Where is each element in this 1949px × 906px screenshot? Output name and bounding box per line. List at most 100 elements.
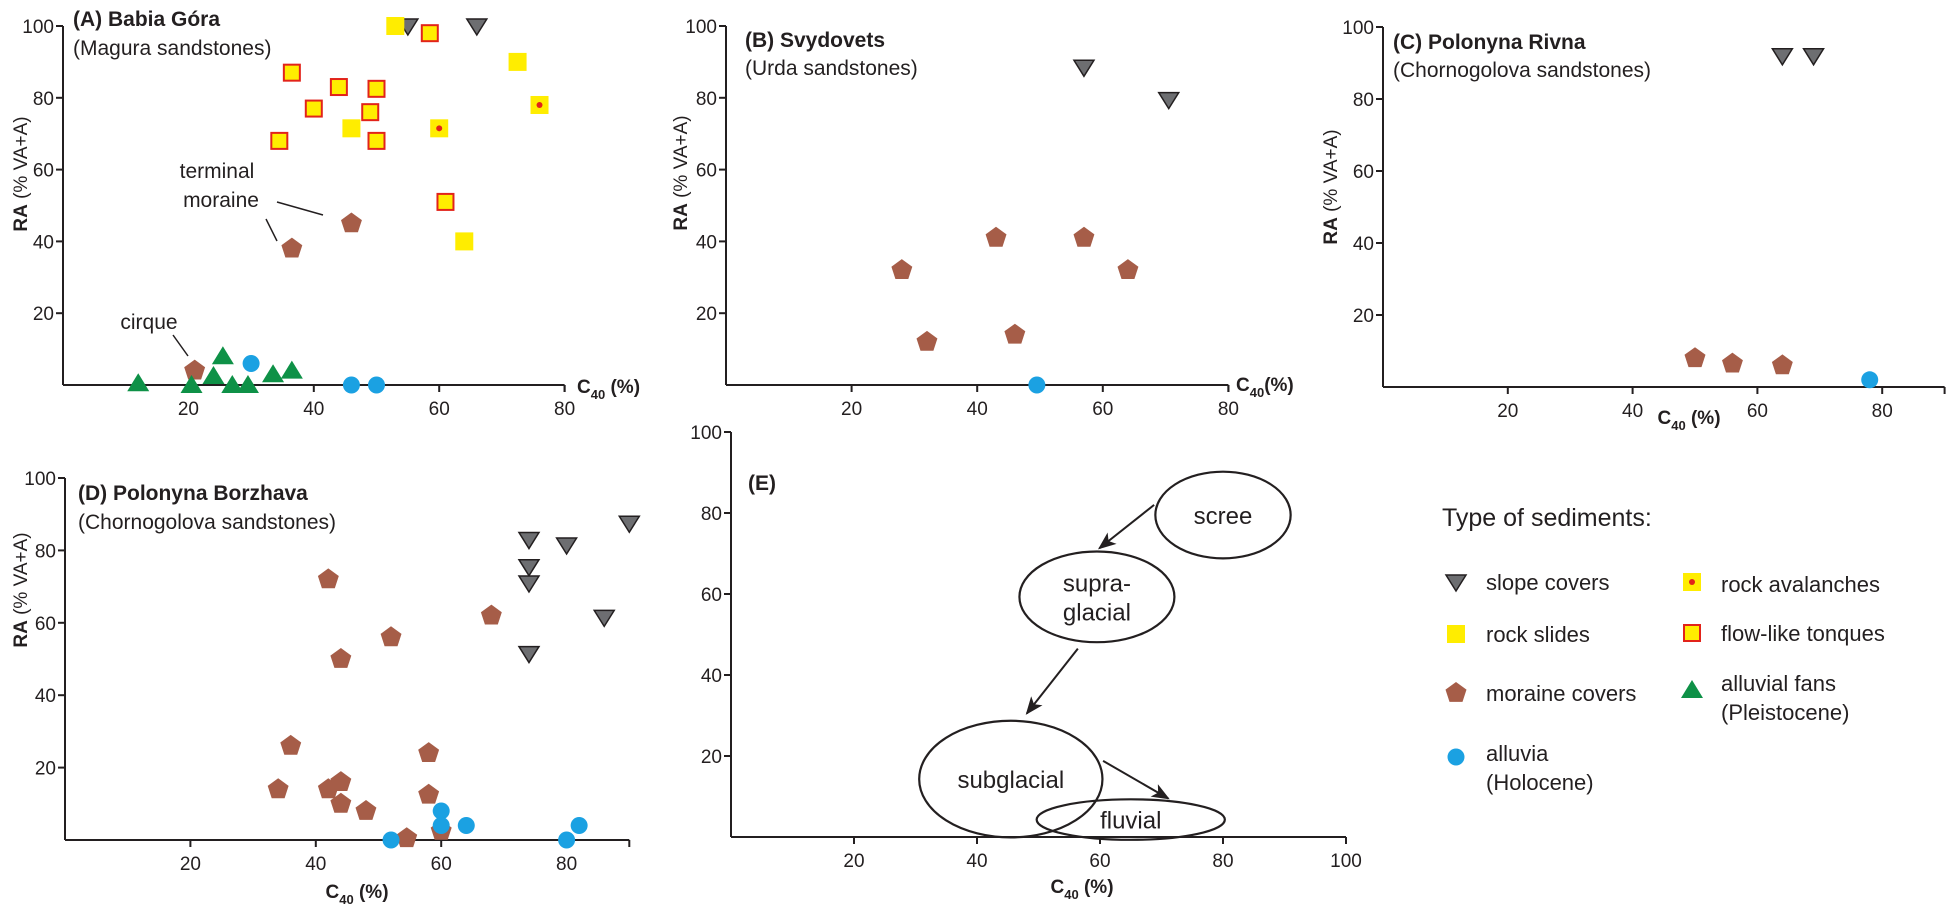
- data-point: [455, 232, 474, 251]
- x-tick-label: 40: [1622, 401, 1643, 422]
- data-point: [270, 131, 289, 150]
- x-tick-label: 60: [429, 399, 450, 420]
- y-tick-label: 20: [696, 304, 717, 325]
- y-tick-label: 60: [701, 585, 722, 606]
- data-point: [1861, 371, 1879, 389]
- leader-line: [172, 334, 189, 357]
- y-tick-label: 60: [35, 614, 56, 635]
- field-label: scree: [1194, 503, 1253, 530]
- legend-item-moraine-covers: moraine covers: [1445, 681, 1636, 706]
- data-point: [280, 734, 302, 755]
- y-tick-label: 20: [1353, 306, 1374, 327]
- x-tick-label: 80: [1212, 851, 1233, 872]
- series-alluvia: [1861, 371, 1879, 389]
- y-tick-label: 40: [696, 232, 717, 253]
- y-axis-label-rest: (% VA+A): [1321, 129, 1342, 217]
- data-point: [330, 792, 352, 813]
- series-flow-like-tonques: [270, 24, 455, 211]
- data-point: [330, 771, 352, 791]
- x-axis-label: C40 (%): [1657, 408, 1720, 433]
- data-point: [1073, 226, 1095, 247]
- data-point: [1802, 48, 1825, 67]
- x-axis-label-main: C: [577, 377, 591, 398]
- data-point: [280, 360, 303, 379]
- field-label: supra-: [1063, 570, 1131, 597]
- y-axis-label-bold: RA: [11, 204, 32, 232]
- data-point: [127, 373, 150, 392]
- legend: Type of sediments: slope covers rock slide…: [1442, 504, 1885, 795]
- x-tick-label: 80: [1872, 401, 1893, 422]
- x-tick-label: 40: [303, 399, 324, 420]
- panel-title: (C) Polonyna Rivna: [1393, 31, 1586, 54]
- y-tick-label: 40: [701, 666, 722, 687]
- x-tick-label: 20: [178, 399, 199, 420]
- dot-shape: [436, 125, 443, 132]
- data-point: [361, 103, 380, 122]
- x-tick-label: 20: [841, 399, 862, 420]
- annotation-text: terminal: [180, 160, 255, 183]
- y-axis-label-bold: RA: [1321, 217, 1342, 245]
- square-icon: [1447, 625, 1465, 643]
- data-point: [242, 354, 260, 372]
- x-axis-label-main: C: [1236, 375, 1250, 396]
- series-slope-covers: [517, 515, 641, 664]
- data-point: [916, 330, 938, 351]
- y-tick-label: 20: [35, 759, 56, 780]
- x-axis-label-unit: (%): [1264, 375, 1294, 396]
- data-point: [382, 831, 400, 849]
- y-tick-label: 80: [701, 504, 722, 525]
- legend-item-slope-covers: slope covers: [1444, 570, 1610, 595]
- data-point: [236, 375, 259, 393]
- data-point: [221, 375, 244, 393]
- field-label: fluvial: [1100, 808, 1161, 835]
- panel-subtitle: (Magura sandstones): [73, 37, 271, 60]
- y-tick-label: 80: [33, 89, 54, 110]
- legend-item-alluvia: alluvia (Holocene): [1447, 741, 1594, 795]
- data-point: [418, 783, 440, 804]
- x-axis-label-subscript: 40: [339, 892, 353, 906]
- triangle-up-icon: [1681, 680, 1703, 698]
- data-point: [386, 17, 405, 35]
- series-slope-covers: [1072, 59, 1181, 111]
- x-tick-label: 20: [1497, 401, 1518, 422]
- y-axis-label: RA (% VA+A): [671, 115, 692, 230]
- legend-label: (Holocene): [1486, 770, 1594, 795]
- y-axis-label-bold: RA: [11, 620, 32, 648]
- data-point: [1072, 59, 1096, 78]
- y-tick-label: 20: [701, 747, 722, 768]
- series-moraine-covers: [184, 212, 362, 380]
- series-slope-covers: [1771, 48, 1825, 67]
- data-point: [1771, 354, 1793, 375]
- x-axis-label-subscript: 40: [1671, 418, 1685, 433]
- panel-subtitle: (Chornogolova sandstones): [1393, 59, 1651, 82]
- y-axis-label-rest: (% VA+A): [11, 116, 32, 204]
- x-axis-label: C40 (%): [577, 377, 640, 402]
- y-tick-label: 60: [1353, 162, 1374, 183]
- data-point: [1771, 48, 1794, 67]
- data-point: [281, 237, 303, 258]
- y-tick-label: 100: [685, 17, 717, 38]
- y-tick-label: 100: [22, 17, 54, 38]
- data-point: [517, 575, 541, 594]
- y-tick-label: 80: [696, 89, 717, 110]
- legend-label: alluvia: [1486, 741, 1549, 766]
- y-tick-label: 40: [35, 686, 56, 707]
- field-supraglacial: supra-glacial: [1018, 550, 1176, 644]
- data-point: [330, 648, 352, 668]
- x-tick-label: 20: [180, 854, 201, 875]
- dot-shape: [1689, 579, 1695, 585]
- data-point: [517, 558, 541, 578]
- data-point: [1117, 259, 1139, 279]
- x-axis-label-unit: (%): [1079, 877, 1114, 898]
- field-label: glacial: [1063, 599, 1131, 626]
- data-point: [202, 366, 225, 385]
- field-scree: scree: [1154, 470, 1292, 560]
- panel-a: 20 40 60 80 20 40 60 80 100 (A) Babia Góra (Magura…: [11, 8, 640, 420]
- field-label: subglacial: [957, 767, 1064, 794]
- data-point: [430, 119, 449, 138]
- panels: 20 40 60 80 20 40 60 80 100 (A) Babia Góra (Magura…: [11, 8, 1946, 906]
- data-point: [211, 346, 234, 365]
- x-tick-label: 100: [1330, 851, 1362, 872]
- data-point: [1684, 347, 1706, 368]
- data-point: [530, 95, 549, 114]
